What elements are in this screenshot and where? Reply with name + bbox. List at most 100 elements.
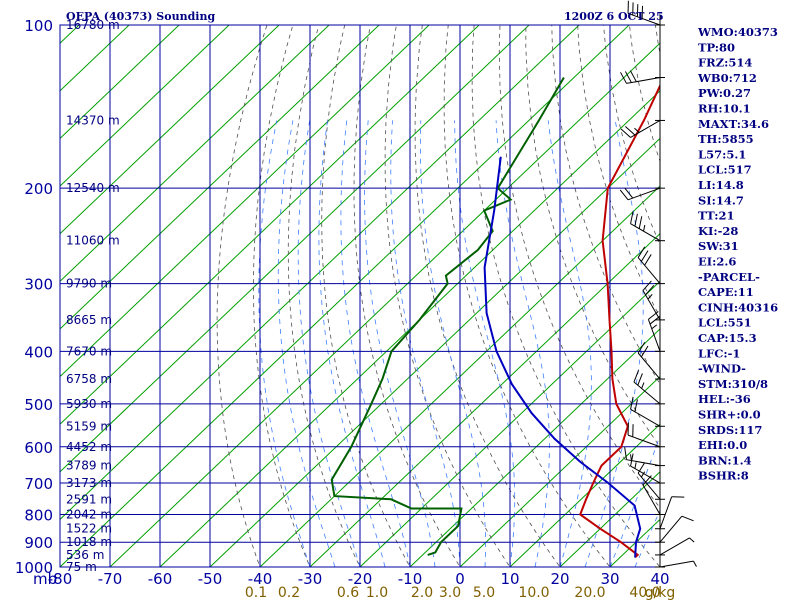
wind-barb-staff <box>647 319 661 352</box>
parcel-profile-line <box>483 156 642 558</box>
temperature-tick-label: -80 <box>48 570 73 588</box>
height-label: 16780 m <box>66 18 120 32</box>
index-line: RH:10.1 <box>698 102 751 116</box>
wind-barb-flag <box>637 341 646 354</box>
height-label: 2042 m <box>66 507 112 521</box>
pressure-tick-label: 700 <box>24 475 53 493</box>
wind-barb-half-flag <box>689 537 695 543</box>
wind-barb-flag <box>624 71 632 83</box>
wind-barb-half-flag <box>640 471 646 478</box>
chart-title: OEPA (40373) Sounding <box>66 10 215 23</box>
dry-adiabat-line <box>752 0 800 578</box>
isotherm-lines <box>60 25 660 567</box>
wind-barb-staff <box>627 434 661 448</box>
dry-adiabat-line <box>498 25 660 509</box>
height-label: 8665 m <box>66 313 112 327</box>
height-label: 12540 m <box>66 181 120 195</box>
isotherm-line <box>60 25 530 473</box>
height-label: 3173 m <box>66 476 112 490</box>
isotherm-line <box>60 25 480 425</box>
wind-barb-staff <box>642 484 661 515</box>
isotherm-line <box>60 25 180 140</box>
index-line: FRZ:514 <box>698 56 752 70</box>
height-label: 536 m <box>66 548 104 562</box>
moist-adiabat-line <box>297 120 361 567</box>
mixing-ratio-label: 2.0 <box>411 585 433 600</box>
mixing-ratio-label: 3.0 <box>439 585 461 600</box>
mixing-ratio-label: 5.0 <box>473 585 495 600</box>
temperature-tick-labels: -80 -70 -60 -50 -40 -30 -20 -10 0 10 20 30 40 <box>48 570 670 588</box>
index-line: BRN:1.4 <box>698 453 752 467</box>
wind-barb-staff <box>659 560 694 568</box>
temperature-tick-label: 30 <box>600 570 619 588</box>
temperature-tick-label: -10 <box>398 570 423 588</box>
wind-barb-staff <box>627 12 661 26</box>
wind-barb-flag <box>637 373 643 386</box>
temperature-tick-label: -50 <box>198 570 223 588</box>
chart-datetime: 1200Z 6 OCT 25 <box>564 10 664 23</box>
wind-barb-staff <box>637 472 661 500</box>
height-label: 9790 m <box>66 277 112 291</box>
height-label: 4452 m <box>66 440 112 454</box>
isotherm-line <box>60 25 630 567</box>
height-label: 14370 m <box>66 113 120 127</box>
index-line: SHR+:0.0 <box>698 408 761 422</box>
index-line: LCL:551 <box>698 316 752 330</box>
mixing-ratio-label: 1.0 <box>366 585 388 600</box>
isotherm-line <box>60 25 230 187</box>
moist-adiabat-line <box>364 120 436 567</box>
height-label: 1522 m <box>66 522 112 536</box>
dry-adiabat-line <box>252 25 311 567</box>
wind-barb-flag <box>644 254 652 266</box>
index-line: SW:31 <box>698 239 739 253</box>
wind-barb-half-flag <box>643 224 646 232</box>
moist-adiabat-line <box>420 120 486 567</box>
wind-barb-flag <box>619 189 629 201</box>
wind-barb-flag <box>638 216 643 229</box>
index-line: -PARCEL- <box>698 270 760 284</box>
moist-adiabat-line <box>495 120 550 567</box>
wind-barb-flag <box>620 72 627 84</box>
pressure-tick-label: 100 <box>24 17 53 35</box>
index-line: STM:310/8 <box>698 377 768 391</box>
height-label: 5930 m <box>66 397 112 411</box>
temperature-tick-label: 10 <box>500 570 519 588</box>
temperature-tick-label: -20 <box>348 570 373 588</box>
wind-barb-staff <box>659 515 683 543</box>
dry-adiabat-line <box>525 25 660 448</box>
isotherm-line <box>159 90 660 567</box>
isotherm-line <box>509 423 660 567</box>
index-line: SRDS:117 <box>698 423 762 437</box>
mixing-ratio-label: 20.0 <box>574 585 605 600</box>
wind-barb-staff <box>633 381 661 405</box>
mixing-ratio-unit-label: g/kg <box>645 585 676 600</box>
pressure-tick-label: 400 <box>24 343 53 361</box>
temperature-tick-label: -30 <box>298 570 323 588</box>
wind-barb-half-flag <box>641 382 645 389</box>
index-line: TH:5855 <box>698 132 754 146</box>
wind-barb-flag <box>634 213 638 227</box>
dry-adiabat-line <box>287 25 361 567</box>
wind-barb-half-flag <box>634 462 637 469</box>
wind-barb-staff <box>630 408 661 427</box>
isotherm-line <box>409 328 660 567</box>
wind-barb-half-flag <box>630 454 632 461</box>
isotherm-line <box>60 25 580 521</box>
height-label: 1018 m <box>66 535 112 549</box>
temperature-tick-label: -70 <box>98 570 123 588</box>
moist-adiabat-line <box>340 120 411 567</box>
wind-barb-flag <box>640 250 649 262</box>
wind-barb-flag <box>624 447 628 460</box>
isotherm-line <box>309 232 660 567</box>
dry-adiabat-line <box>777 0 800 578</box>
index-line: PW:0.27 <box>698 86 751 100</box>
height-label: 75 m <box>66 560 97 574</box>
wind-barb-flag <box>633 370 640 383</box>
wind-barb-half-flag <box>634 127 640 133</box>
wind-barb-flag <box>681 515 694 522</box>
wind-barb-staff <box>642 290 661 321</box>
wind-barbs <box>619 0 697 568</box>
height-label: 2591 m <box>66 492 112 506</box>
index-line: TP:80 <box>698 40 735 54</box>
